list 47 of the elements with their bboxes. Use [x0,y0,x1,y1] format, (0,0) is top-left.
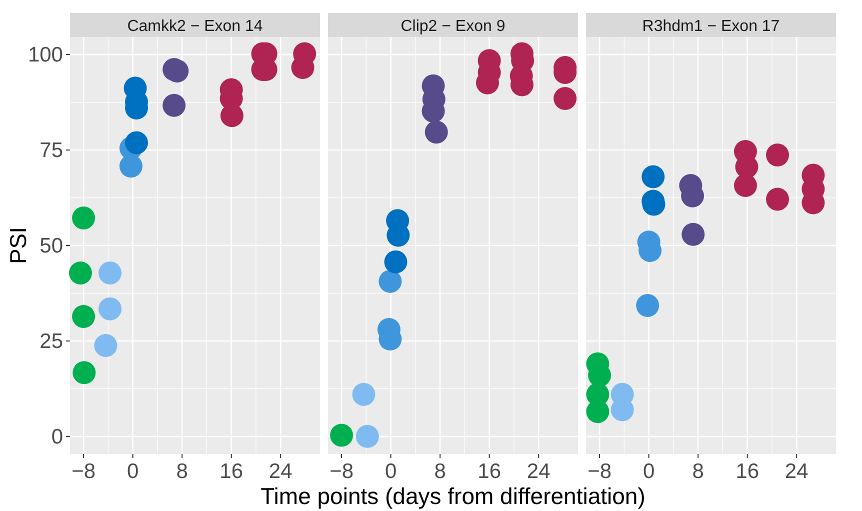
y-tick-label: 100 [28,44,63,67]
point [72,361,96,384]
x-axis-title: Time points (days from differentiation) [260,483,646,509]
point [162,94,186,117]
x-tick-label: 16 [736,460,760,483]
x-tick-label: 24 [268,460,293,483]
x-tick-label: 16 [478,460,502,483]
y-tick-label: 75 [40,139,63,162]
x-tick-label: 16 [220,460,244,483]
point [72,206,96,230]
point [330,424,354,447]
x-tick-label: −8 [588,460,612,483]
point [125,131,148,154]
x-tick-label: 24 [784,460,809,483]
point [424,120,448,144]
x-tick-label: 0 [126,460,139,483]
point [72,305,96,328]
y-axis-title: PSI [5,226,31,264]
x-tick-label: −8 [72,460,96,483]
point [766,143,789,166]
y-tick-label: 50 [40,234,63,258]
y-tick-label: 25 [40,330,63,353]
point [636,294,660,317]
point [554,86,577,110]
x-tick-label: 0 [384,460,397,483]
point [642,165,665,188]
chart-title: Camkk2 − Exon 14 [127,18,263,35]
point [98,261,122,284]
point [682,222,705,246]
x-tick-label: 8 [434,460,446,483]
chart-title: Clip2 − Exon 9 [400,18,506,35]
x-tick-label: 8 [692,460,704,483]
point [94,334,118,358]
chart-title: R3hdm1 − Exon 17 [642,18,780,35]
point [378,270,402,293]
point [356,424,379,448]
point [98,297,122,320]
x-tick-label: 24 [526,460,551,483]
point [766,188,789,211]
point [352,382,376,406]
y-tick-label: 0 [51,425,63,448]
point [68,261,92,284]
x-tick-label: −8 [330,460,354,483]
x-tick-label: 0 [642,460,655,483]
point [734,174,757,198]
x-tick-label: 8 [176,460,188,483]
point [384,250,408,274]
